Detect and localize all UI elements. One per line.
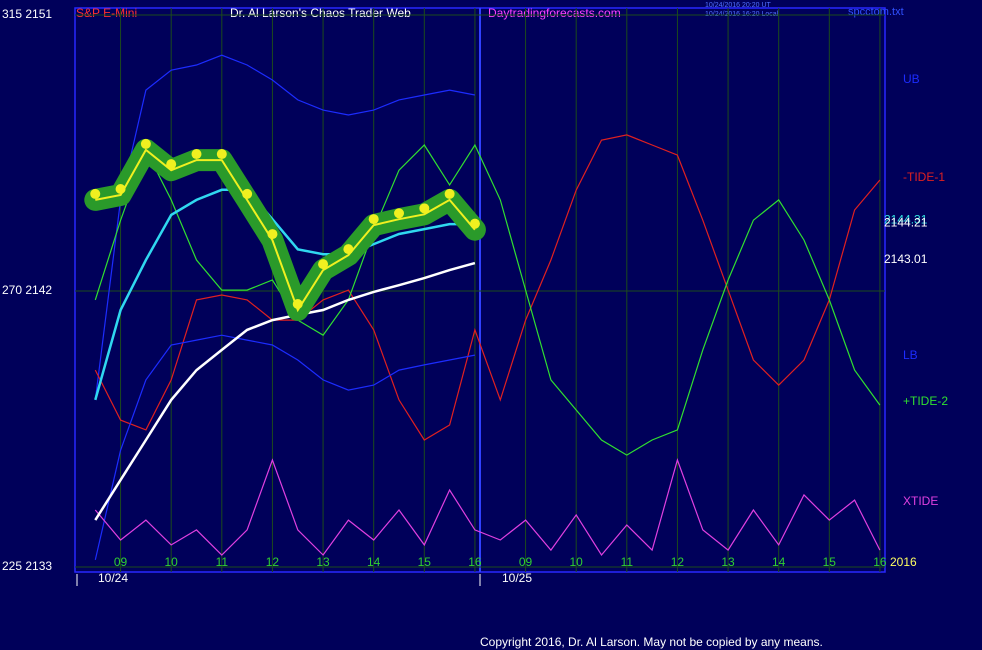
price-dot [368, 214, 379, 225]
x-tick-label: 15 [823, 555, 837, 569]
price-dot [242, 188, 253, 199]
last-value-label: 2143.01 [884, 252, 928, 266]
series-line [94, 458, 881, 557]
x-tick-label: 11 [216, 555, 229, 569]
price-dot [90, 188, 101, 199]
date-label: 10/24 [98, 571, 128, 585]
x-tick-label: 10 [570, 555, 584, 569]
year-label: 2016 [890, 555, 917, 569]
y-tick-label: 315 2151 [2, 7, 52, 21]
x-tick-label: 09 [519, 555, 533, 569]
price-dot [216, 149, 227, 160]
x-tick-label: 16 [873, 555, 887, 569]
legend-label: -TIDE-1 [903, 170, 945, 184]
series-line [94, 188, 475, 401]
x-tick-label: 15 [418, 555, 432, 569]
series-line [94, 54, 476, 400]
price-dot [343, 244, 354, 255]
y-tick-label: 225 2133 [2, 559, 52, 573]
x-tick-label: 13 [316, 555, 330, 569]
x-tick-label: 14 [367, 555, 381, 569]
price-dot [419, 203, 430, 214]
x-tick-label: 14 [772, 555, 786, 569]
chart-title: Dr. Al Larson's Chaos Trader Web [230, 6, 411, 20]
y-tick-label: 270 2142 [2, 283, 52, 297]
x-tick-label: 09 [114, 555, 128, 569]
x-tick-label: 13 [721, 555, 735, 569]
x-tick-label: 16 [468, 555, 482, 569]
series-line [94, 134, 881, 441]
x-tick-label: 12 [671, 555, 685, 569]
price-dot [166, 159, 177, 170]
price-dot [394, 208, 404, 219]
legend-label: UB [903, 72, 920, 86]
last-value-label: 2144.21 [884, 215, 928, 229]
price-dot [469, 218, 480, 229]
last-value-label: 2144.31 [884, 212, 928, 226]
site: Daytradingforecasts.com [488, 6, 621, 20]
price-dot [444, 188, 455, 199]
price-dot [267, 229, 278, 240]
legend-label: LB [903, 348, 918, 362]
copyright: Copyright 2016, Dr. Al Larson. May not b… [480, 635, 823, 649]
symbol: S&P E-Mini [76, 6, 137, 20]
series-line [94, 261, 476, 521]
x-tick-label: 12 [266, 555, 280, 569]
price-dot [115, 184, 126, 195]
x-tick-label: 10 [165, 555, 179, 569]
legend-label: XTIDE [903, 494, 938, 508]
price-dot [191, 149, 202, 160]
price-line [95, 148, 476, 313]
series-line [94, 334, 476, 561]
file-name: spcctom.txt [848, 6, 904, 18]
price-dot [140, 138, 151, 149]
date-label: 10/25 [502, 571, 532, 585]
timestamp: 10/24/2016 16:20 Local [705, 11, 779, 18]
legend-label: +TIDE-2 [903, 394, 948, 408]
price-dot [292, 299, 303, 310]
x-tick-label: 11 [621, 555, 634, 569]
timestamp: 10/24/2016 20:20 UT [705, 2, 771, 9]
price-dot [318, 259, 329, 270]
series-line [94, 143, 881, 456]
